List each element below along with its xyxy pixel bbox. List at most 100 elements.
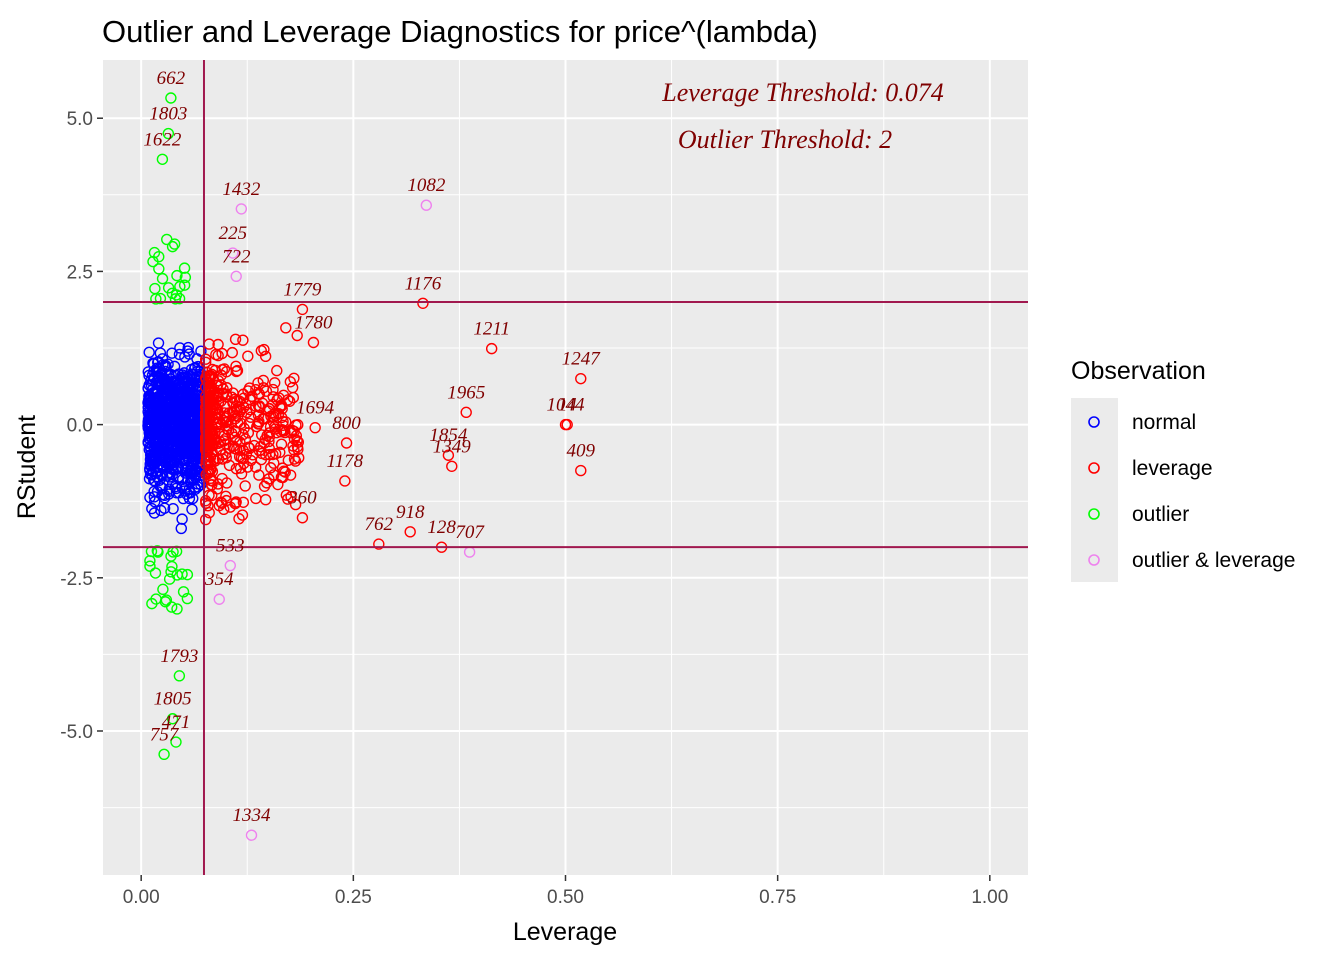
normal-point bbox=[186, 377, 198, 389]
point-label: 1779 bbox=[283, 279, 322, 300]
leverage-point bbox=[404, 526, 416, 538]
outlier-point bbox=[165, 92, 177, 104]
leverage-point bbox=[223, 459, 236, 472]
y-tick-label: -5.0 bbox=[60, 722, 93, 743]
normal-point bbox=[169, 403, 181, 416]
outlier-point bbox=[157, 583, 169, 596]
x-tick-label: 0.00 bbox=[123, 887, 160, 908]
leverage-point bbox=[296, 303, 309, 316]
legend-key-outlier bbox=[1088, 508, 1100, 520]
leverage-point bbox=[292, 436, 305, 448]
x-tick-label: 0.75 bbox=[759, 887, 796, 908]
threshold-lines bbox=[103, 60, 1028, 875]
outlier-leverage-point bbox=[245, 829, 258, 841]
leverage-point bbox=[284, 376, 297, 388]
outlier-point bbox=[153, 263, 165, 275]
leverage-point bbox=[221, 416, 233, 428]
leverage-point bbox=[241, 461, 254, 473]
leverage-point bbox=[244, 442, 256, 455]
leverage-point bbox=[256, 429, 268, 441]
normal-point bbox=[167, 463, 179, 476]
leverage-point bbox=[230, 360, 242, 372]
leverage-threshold-annotation: Leverage Threshold: 0.074 bbox=[661, 78, 943, 107]
outlier-leverage-point bbox=[230, 270, 242, 283]
outlier-point bbox=[156, 272, 169, 285]
normal-point bbox=[148, 409, 161, 421]
leverage-point bbox=[241, 406, 253, 419]
leverage-point bbox=[212, 349, 224, 362]
point-label: 225 bbox=[219, 223, 248, 244]
leverage-point bbox=[259, 448, 272, 461]
normal-point bbox=[143, 422, 155, 434]
point-label: 1432 bbox=[222, 179, 261, 200]
leverage-point bbox=[200, 424, 212, 436]
grid-lines bbox=[103, 60, 1028, 875]
leverage-point bbox=[575, 464, 587, 477]
leverage-point bbox=[280, 322, 292, 334]
normal-point bbox=[148, 507, 161, 519]
leverage-point bbox=[252, 418, 264, 430]
normal-point bbox=[177, 372, 190, 384]
leverage-point bbox=[204, 371, 216, 383]
point-label: 409 bbox=[567, 441, 596, 462]
outlier-leverage-point bbox=[235, 203, 248, 215]
leverage-point bbox=[446, 460, 458, 472]
leverage-point bbox=[293, 452, 305, 464]
legend-key-normal bbox=[1088, 416, 1100, 428]
leverage-point bbox=[200, 396, 212, 408]
leverage-point bbox=[561, 418, 573, 431]
leverage-point bbox=[199, 513, 212, 526]
point-label: 662 bbox=[157, 68, 186, 89]
leverage-point bbox=[339, 475, 351, 487]
normal-point bbox=[169, 439, 181, 452]
leverage-point bbox=[275, 438, 288, 450]
normal-point bbox=[155, 367, 168, 380]
point-label: 722 bbox=[222, 246, 251, 267]
leverage-point bbox=[269, 377, 281, 389]
point-label: 1854 bbox=[429, 425, 468, 446]
leverage-point bbox=[200, 455, 212, 467]
leverage-point bbox=[230, 365, 243, 378]
leverage-point bbox=[460, 406, 472, 419]
normal-point bbox=[159, 360, 171, 373]
leverage-point bbox=[485, 342, 498, 355]
leverage-point bbox=[270, 410, 282, 422]
leverage-point bbox=[207, 413, 220, 426]
normal-point bbox=[174, 378, 186, 390]
y-tick-label: -2.5 bbox=[60, 569, 93, 590]
outlier-point bbox=[148, 246, 161, 259]
leverage-point bbox=[199, 353, 212, 365]
point-label: 1622 bbox=[143, 129, 182, 150]
point-label: 707 bbox=[455, 522, 485, 543]
leverage-point bbox=[231, 434, 243, 446]
point-label: 1349 bbox=[433, 436, 472, 457]
leverage-point bbox=[213, 499, 225, 512]
point-label: 128 bbox=[427, 517, 456, 538]
x-axis-label: Leverage bbox=[513, 918, 617, 946]
outlier-point bbox=[166, 240, 179, 253]
leverage-point bbox=[289, 455, 302, 467]
leverage-point bbox=[229, 497, 242, 510]
leverage-point bbox=[257, 382, 270, 394]
normal-point bbox=[179, 351, 191, 363]
leverage-point bbox=[291, 441, 304, 453]
outlier-point bbox=[150, 593, 162, 605]
leverage-point bbox=[575, 372, 587, 385]
outlier-point bbox=[174, 280, 186, 293]
leverage-point bbox=[214, 436, 226, 448]
normal-point bbox=[175, 382, 187, 395]
leverage-point bbox=[265, 410, 277, 422]
leverage-point bbox=[230, 403, 243, 416]
outlier-leverage-point bbox=[227, 247, 239, 259]
normal-point bbox=[160, 428, 173, 441]
leverage-point bbox=[236, 509, 249, 521]
point-label: 800 bbox=[332, 413, 361, 434]
leverage-point bbox=[233, 401, 245, 413]
leverage-point bbox=[340, 437, 353, 449]
normal-point bbox=[177, 389, 190, 401]
outlier-point bbox=[154, 292, 167, 305]
normal-point bbox=[186, 503, 198, 515]
x-tick-label: 0.50 bbox=[547, 887, 584, 908]
normal-point bbox=[173, 348, 186, 361]
leverage-point bbox=[233, 512, 245, 525]
